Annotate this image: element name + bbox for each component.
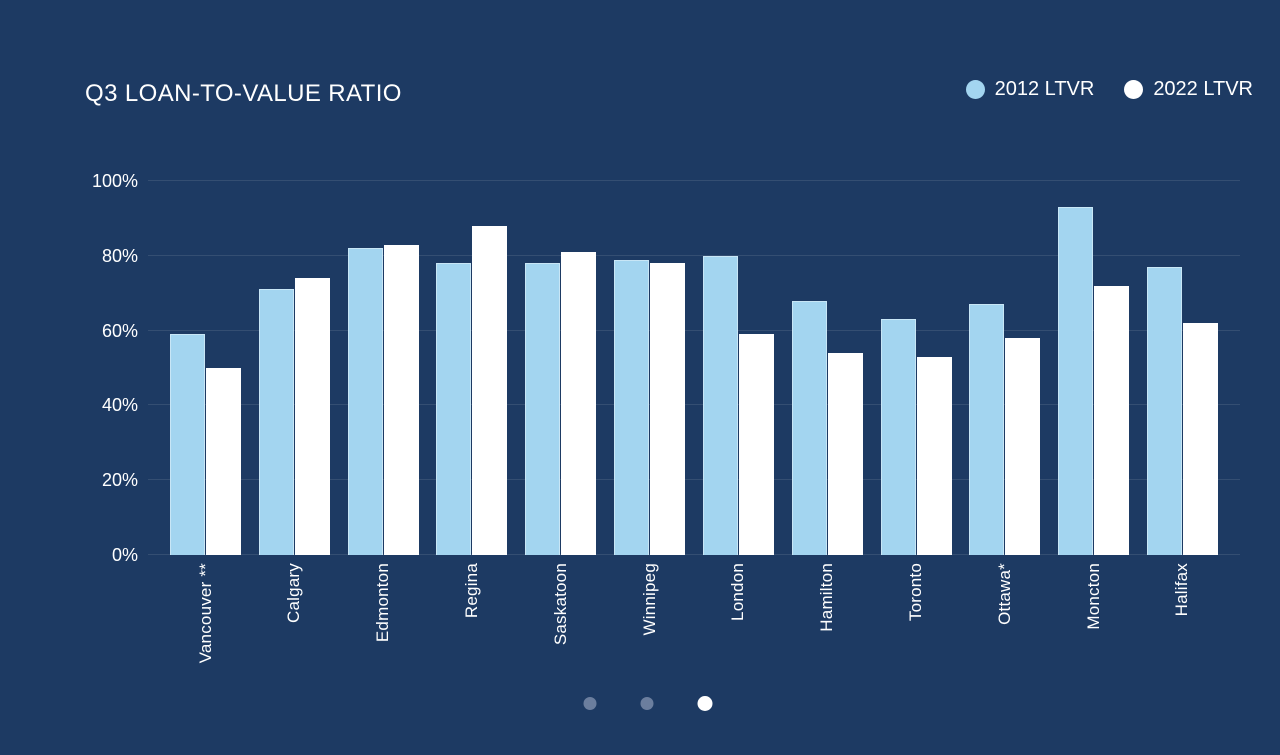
bar-2012-ltvr-saskatoon	[525, 263, 561, 555]
bar-2022-ltvr-saskatoon	[561, 252, 597, 555]
y-tick-label-80: 80%	[101, 245, 138, 266]
bar-group-london	[702, 255, 774, 555]
x-label-text: London	[728, 563, 748, 621]
bar-group-calgary	[258, 278, 330, 555]
x-label-text: Saskatoon	[550, 563, 570, 646]
x-axis-labels: Vancouver ** Calgary Edmonton Regina Saskato…	[148, 563, 1240, 708]
x-label-text: Vancouver **	[195, 563, 215, 664]
y-tick-label-100: 100%	[91, 171, 138, 191]
x-label-text: Regina	[461, 563, 481, 619]
legend: 2012 LTVR 2022 LTVR	[965, 78, 1253, 101]
y-tick-label-60: 60%	[101, 320, 138, 341]
carousel-dot-3[interactable]	[697, 696, 713, 711]
carousel-dot-1[interactable]	[583, 697, 597, 710]
bar-2012-ltvr-winnipeg	[614, 259, 650, 555]
carousel-dots	[583, 696, 713, 711]
y-tick-label-40: 40%	[101, 395, 138, 416]
x-label-text: Calgary	[284, 563, 304, 623]
bar-2012-ltvr-hamilton	[791, 300, 827, 555]
gridline-100	[148, 180, 1240, 181]
x-label-text: Halifax	[1172, 563, 1192, 617]
bar-group-saskatoon	[525, 252, 597, 555]
bar-2022-ltvr-calgary	[294, 278, 330, 555]
gridline-60	[148, 329, 1240, 331]
bar-2022-ltvr-regina	[472, 225, 508, 555]
bar-2022-ltvr-toronto	[916, 356, 952, 555]
x-label-london: London	[703, 563, 774, 708]
bar-group-winnipeg	[614, 259, 686, 555]
x-label-regina: Regina	[436, 563, 507, 708]
legend-item-2022-ltvr[interactable]: 2022 LTVR	[1124, 78, 1253, 101]
x-label-halifax: Halifax	[1147, 563, 1218, 708]
x-label-text: Toronto	[906, 563, 925, 622]
gridline-0	[148, 554, 1240, 555]
legend-label: 2022 LTVR	[1153, 78, 1253, 100]
x-label-toronto: Toronto	[881, 563, 952, 708]
x-label-text: Hamilton	[817, 563, 837, 632]
bar-group-edmonton	[347, 244, 419, 555]
legend-dot-icon-2022-ltvr	[1124, 80, 1144, 99]
legend-dot-icon-2012-ltvr	[965, 80, 985, 99]
bar-2012-ltvr-halifax	[1146, 267, 1182, 555]
x-label-edmonton: Edmonton	[348, 563, 419, 708]
x-label-text: Winnipeg	[639, 563, 659, 636]
y-axis: 0% 20% 40% 60% 80% 100%	[0, 171, 138, 565]
bar-group-moncton	[1058, 207, 1130, 555]
bar-2012-ltvr-moncton	[1058, 207, 1094, 555]
legend-item-2012-ltvr[interactable]: 2012 LTVR	[965, 78, 1095, 101]
x-label-winnipeg: Winnipeg	[614, 563, 685, 708]
plot-area	[148, 180, 1240, 555]
bar-group-vancouver	[170, 334, 241, 555]
legend-label: 2012 LTVR	[994, 78, 1095, 100]
bar-2022-ltvr-vancouver	[206, 368, 241, 555]
x-label-saskatoon: Saskatoon	[525, 563, 596, 708]
bar-group-halifax	[1146, 267, 1218, 555]
gridline-40	[148, 404, 1240, 406]
bar-group-hamilton	[791, 300, 863, 555]
bar-2012-ltvr-vancouver	[170, 334, 205, 555]
bar-2012-ltvr-ottawa	[969, 304, 1005, 555]
bar-2022-ltvr-moncton	[1094, 285, 1130, 555]
x-label-calgary: Calgary	[259, 563, 330, 708]
x-label-moncton: Moncton	[1058, 563, 1129, 708]
y-tick-label-20: 20%	[101, 470, 138, 491]
bar-2022-ltvr-halifax	[1182, 323, 1218, 555]
x-label-text: Edmonton	[373, 563, 393, 643]
y-tick-label-0: 0%	[111, 545, 138, 565]
bar-2012-ltvr-edmonton	[347, 248, 383, 555]
carousel-dot-2[interactable]	[640, 697, 654, 710]
x-label-hamilton: Hamilton	[792, 563, 863, 708]
bar-2012-ltvr-regina	[436, 263, 472, 555]
bar-2022-ltvr-edmonton	[383, 244, 419, 555]
bar-2022-ltvr-winnipeg	[650, 263, 686, 555]
x-label-vancouver: Vancouver **	[170, 563, 241, 708]
bar-group-ottawa	[969, 304, 1041, 555]
x-label-text: Ottawa*	[994, 563, 1014, 625]
gridline-80	[148, 254, 1240, 256]
bar-group-regina	[436, 225, 508, 555]
x-label-ottawa: Ottawa*	[969, 563, 1040, 708]
gridline-20	[148, 479, 1240, 481]
bar-2022-ltvr-ottawa	[1005, 338, 1041, 555]
bar-2012-ltvr-london	[702, 255, 738, 555]
bar-2012-ltvr-calgary	[258, 289, 294, 555]
bar-group-toronto	[880, 319, 952, 555]
bar-2012-ltvr-toronto	[880, 319, 916, 555]
bar-2022-ltvr-london	[738, 334, 774, 555]
chart-title: Q3 LOAN-TO-VALUE RATIO	[85, 80, 402, 107]
x-label-text: Moncton	[1083, 563, 1103, 630]
bars-row	[148, 181, 1240, 555]
bar-2022-ltvr-hamilton	[827, 353, 863, 555]
